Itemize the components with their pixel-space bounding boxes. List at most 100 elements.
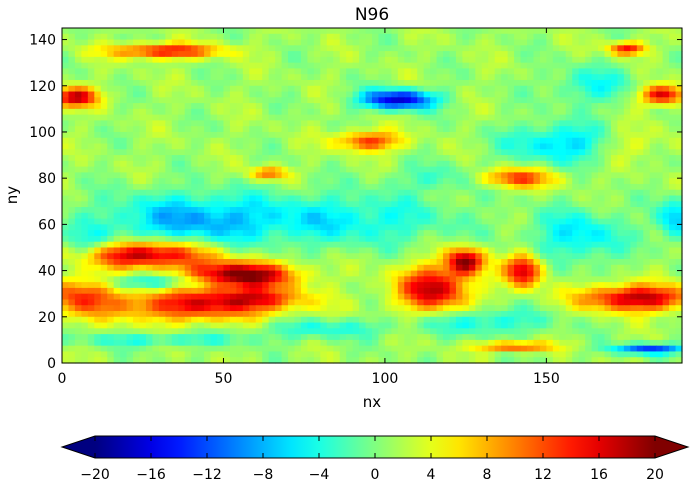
heatmap-cell (656, 316, 664, 324)
heatmap-cell (87, 91, 95, 98)
heatmap-cell (662, 316, 670, 324)
heatmap-cell (598, 114, 606, 122)
heatmap-cell (488, 276, 496, 283)
heatmap-cell (94, 259, 102, 266)
heatmap-cell (462, 207, 470, 214)
heatmap-cell (449, 189, 457, 197)
heatmap-cell (139, 264, 147, 272)
heatmap-cell (339, 287, 347, 295)
heatmap-cell (384, 299, 392, 306)
heatmap-cell (359, 39, 367, 46)
heatmap-cell (507, 114, 515, 122)
heatmap-cell (120, 235, 128, 243)
heatmap-cell (145, 149, 154, 156)
heatmap-cell (643, 137, 651, 145)
heatmap-cell (81, 114, 89, 122)
heatmap-cell (74, 56, 82, 64)
heatmap-cell (675, 120, 683, 127)
heatmap-cell (578, 79, 586, 87)
heatmap-cell (552, 322, 560, 329)
heatmap-cell (197, 224, 205, 231)
heatmap-cell (346, 218, 354, 225)
heatmap-cell (81, 212, 89, 220)
heatmap-cell (630, 137, 638, 145)
heatmap-cell (494, 131, 502, 139)
heatmap-cell (649, 282, 657, 289)
heatmap-cell (501, 293, 509, 301)
heatmap-cell (397, 126, 405, 133)
heatmap-cell (443, 241, 451, 249)
heatmap-cell (520, 259, 528, 266)
heatmap-cell (552, 311, 560, 318)
heatmap-cell (158, 143, 166, 150)
heatmap-cell (68, 97, 76, 104)
heatmap-cell (294, 293, 302, 301)
heatmap-cell (565, 131, 573, 139)
heatmap-cell (333, 108, 341, 116)
heatmap-cell (481, 172, 489, 179)
heatmap-cell (520, 131, 528, 139)
heatmap-cell (333, 218, 341, 225)
heatmap-cell (533, 155, 541, 162)
heatmap-cell (81, 33, 89, 41)
heatmap-cell (649, 28, 657, 35)
heatmap-cell (145, 178, 154, 185)
heatmap-cell (636, 97, 644, 104)
heatmap-cell (242, 230, 250, 237)
heatmap-cell (165, 56, 173, 64)
heatmap-cell (352, 97, 360, 104)
heatmap-cell (365, 68, 373, 75)
heatmap-cell (423, 241, 431, 249)
heatmap-cell (443, 270, 451, 277)
heatmap-cell (152, 247, 160, 254)
heatmap-cell (184, 126, 192, 133)
heatmap-cell (572, 207, 580, 214)
heatmap-cell (610, 218, 619, 225)
heatmap-cell (100, 270, 108, 277)
heatmap-cell (126, 172, 134, 179)
heatmap-cell (333, 45, 341, 52)
heatmap-cell (475, 131, 483, 139)
heatmap-cell (462, 68, 470, 75)
heatmap-cell (229, 270, 237, 277)
heatmap-cell (139, 195, 147, 202)
heatmap-cell (533, 282, 541, 289)
heatmap-cell (404, 108, 412, 116)
heatmap-cell (462, 172, 470, 179)
heatmap-cell (339, 91, 347, 98)
heatmap-cell (191, 131, 199, 139)
heatmap-cell (300, 166, 309, 173)
heatmap-cell (107, 183, 115, 191)
heatmap-cell (559, 276, 567, 283)
heatmap-cell (236, 282, 244, 289)
heatmap-cell (133, 299, 141, 306)
heatmap-cell (623, 259, 631, 266)
heatmap-cell (204, 264, 212, 272)
heatmap-cell (223, 68, 231, 75)
heatmap-cell (204, 218, 212, 225)
heatmap-cell (178, 287, 186, 295)
heatmap-cell (449, 270, 457, 277)
heatmap-cell (126, 160, 134, 168)
heatmap-cell (223, 293, 231, 301)
heatmap-cell (514, 74, 522, 81)
heatmap-cell (617, 224, 625, 231)
heatmap-cell (481, 97, 489, 104)
heatmap-cell (443, 235, 451, 243)
heatmap-cell (210, 241, 218, 249)
heatmap-cell (100, 126, 108, 133)
heatmap-cell (126, 264, 134, 272)
heatmap-cell (158, 91, 166, 98)
heatmap-cell (100, 45, 108, 52)
heatmap-cell (598, 62, 606, 70)
heatmap-cell (352, 137, 360, 145)
heatmap-cell (533, 183, 541, 191)
heatmap-cell (610, 207, 619, 214)
heatmap-cell (623, 137, 631, 145)
heatmap-cell (281, 311, 289, 318)
heatmap-cell (520, 178, 528, 185)
heatmap-cell (410, 143, 418, 150)
heatmap-cell (359, 97, 367, 104)
heatmap-cell (417, 282, 425, 289)
heatmap-cell (475, 91, 483, 98)
